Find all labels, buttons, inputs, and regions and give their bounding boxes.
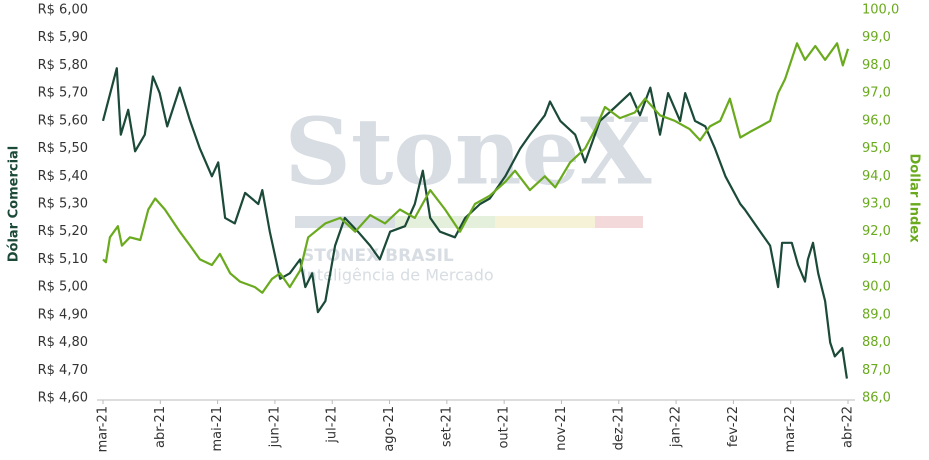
y2-tick-label: 100,0 (862, 3, 899, 18)
y2-tick-label: 89,0 (862, 307, 891, 322)
x-tick-label: jul-21 (325, 406, 340, 444)
y-tick-label: R$ 5,40 (38, 169, 88, 184)
x-tick-label: fev-22 (726, 406, 741, 447)
y2-tick-label: 86,0 (862, 391, 891, 406)
y2-tick-label: 99,0 (862, 30, 891, 45)
watermark-band (595, 216, 643, 228)
y-tick-label: R$ 6,00 (38, 3, 88, 18)
x-tick-label: mar-22 (783, 406, 798, 452)
y-tick-label: R$ 5,50 (38, 141, 88, 156)
y-tick-label: R$ 4,70 (38, 363, 88, 378)
x-tick-label: jan-22 (669, 406, 684, 448)
line-series (101, 67, 848, 379)
y2-tick-label: 92,0 (862, 224, 891, 239)
y-tick-label: R$ 5,60 (38, 113, 88, 128)
y-tick-label: R$ 4,60 (38, 391, 88, 406)
y2-tick-label: 90,0 (862, 280, 891, 295)
y2-tick-label: 91,0 (862, 252, 891, 267)
y2-axis-title: Dollar Index (907, 154, 922, 244)
y-tick-label: R$ 5,10 (38, 252, 88, 267)
y-axis-title: Dólar Comercial (7, 146, 22, 263)
watermark-tagline: Inteligência de Mercado (302, 266, 494, 285)
y2-tick-label: 97,0 (862, 86, 891, 101)
y2-tick-label: 88,0 (862, 335, 891, 350)
y-tick-label: R$ 5,30 (38, 197, 88, 212)
y-tick-label: R$ 5,20 (38, 224, 88, 239)
watermark-logo: StoneX (284, 98, 652, 206)
y2-tick-label: 95,0 (862, 141, 891, 156)
x-tick-label: out-21 (497, 406, 512, 449)
y-tick-label: R$ 5,70 (38, 86, 88, 101)
x-tick-label: abr-21 (153, 406, 168, 448)
y2-tick-label: 96,0 (862, 113, 891, 128)
y2-tick-label: 93,0 (862, 197, 891, 212)
y-tick-label: R$ 4,90 (38, 307, 88, 322)
watermark-band (395, 216, 495, 228)
line-series (102, 42, 850, 294)
x-tick-label: ago-21 (382, 406, 397, 452)
x-tick-label: mar-21 (96, 406, 111, 452)
y-tick-label: R$ 5,80 (38, 58, 88, 73)
y2-tick-label: 87,0 (862, 363, 891, 378)
x-tick-label: nov-21 (554, 406, 569, 451)
x-tick-label: set-21 (439, 406, 454, 447)
x-tick-label: jun-21 (267, 406, 282, 448)
x-tick-label: dez-21 (611, 406, 626, 450)
y2-tick-label: 94,0 (862, 169, 891, 184)
y-tick-label: R$ 5,00 (38, 280, 88, 295)
y-tick-label: R$ 5,90 (38, 30, 88, 45)
y2-tick-label: 98,0 (862, 58, 891, 73)
x-tick-label: mai-21 (210, 406, 225, 451)
x-tick-label: abr-22 (841, 406, 856, 448)
watermark-band (495, 216, 595, 228)
y-tick-label: R$ 4,80 (38, 335, 88, 350)
